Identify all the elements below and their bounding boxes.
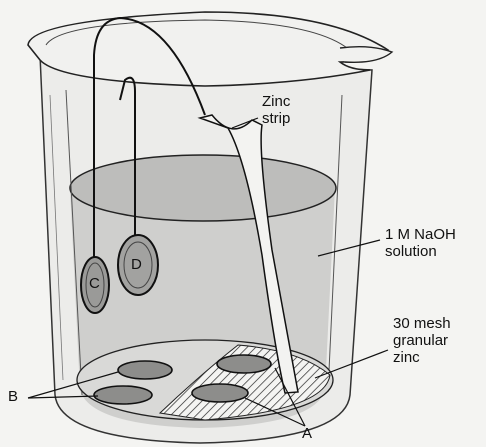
- label-a: A: [302, 425, 313, 442]
- label-granular-zinc: 30 mesh granular zinc: [393, 315, 451, 366]
- label-naoh-line1: 1 M NaOH: [385, 226, 456, 243]
- leader-naoh: [317, 239, 381, 257]
- liquid-surface: [69, 154, 337, 222]
- beaker-rim: [27, 11, 390, 87]
- label-granular-line3: zinc: [393, 349, 420, 366]
- label-zinc-strip-line2: strip: [262, 110, 291, 127]
- zinc-disk-a2: [191, 383, 249, 403]
- leader-a2: [244, 397, 306, 427]
- zinc-disk-a1: [216, 354, 272, 374]
- label-granular-line1: 30 mesh: [393, 315, 451, 332]
- electrode-wire-c: [93, 16, 206, 262]
- zinc-disk-b1: [117, 360, 173, 380]
- zinc-disk-b2: [93, 385, 153, 405]
- electrode-d: [117, 234, 159, 296]
- label-c: C: [89, 275, 100, 292]
- label-naoh: 1 M NaOH solution: [385, 226, 456, 260]
- leader-a1: [274, 367, 306, 427]
- beaker-spout: [339, 45, 394, 63]
- label-d: D: [131, 256, 142, 273]
- leader-b2: [27, 395, 99, 399]
- leader-b1: [27, 371, 119, 399]
- label-naoh-line2: solution: [385, 243, 437, 260]
- label-zinc-strip-line1: Zinc: [262, 93, 291, 110]
- zinc-strip: [197, 114, 299, 394]
- label-zinc-strip: Zinc strip: [262, 93, 290, 127]
- leader-granular: [314, 349, 389, 379]
- label-b: B: [8, 388, 19, 405]
- electrode-wire-d: [119, 76, 136, 240]
- label-granular-line2: granular: [393, 332, 449, 349]
- leader-zinc-strip: [231, 117, 259, 129]
